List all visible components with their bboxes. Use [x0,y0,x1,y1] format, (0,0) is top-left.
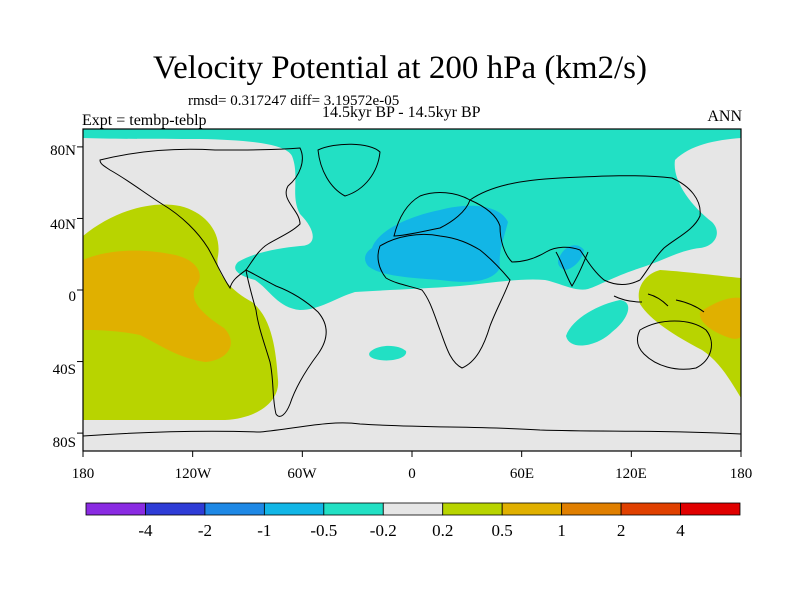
color-legend: -4 -2 -1 -0.5 -0.2 0.2 0.5 1 2 4 [85,502,741,540]
season-label: ANN [707,108,742,125]
x-tick-label-120e: 120E [615,466,647,482]
coastlines [83,143,741,437]
y-tick-label-40s: 40S [53,362,76,378]
y-tick-label-80s: 80S [53,435,76,451]
map-title: Velocity Potential at 200 hPa (km2/s) [152,50,648,86]
coastline-south-america [245,269,327,417]
x-ticks [82,451,742,457]
contour-region-neg-0-5 [365,205,508,282]
rmsd-label: rmsd= 0.317247 diff= 3.19572e-05 [188,93,400,109]
period-label: 14.5kyr BP - 14.5kyr BP [322,104,481,121]
coastline-antarctica [83,422,741,437]
y-ticks [77,146,83,434]
legend-swatch [620,502,681,516]
contour-region-pos-0-5-east-pacific [83,250,231,362]
y-tick-label-40n: 40N [50,217,76,233]
x-tick-label-60e: 60E [510,466,534,482]
legend-label: 0.2 [432,521,453,540]
legend-swatch [561,502,622,516]
x-tick-label-60w: 60W [287,466,317,482]
coastline-africa-europe [377,233,511,369]
legend-label: 1 [557,521,566,540]
coastline-asia [468,175,701,285]
legend-label: -4 [138,521,153,540]
contour-region-neg-0-2-indian-ocean [566,300,629,346]
coastline-north-america [99,147,303,290]
legend-swatch [501,502,563,516]
legend-label: 4 [676,521,685,540]
legend-label: -2 [198,521,212,540]
x-tick-label-120w: 120W [175,466,213,482]
coastline-greenland [317,143,381,197]
contour-region-neg-0-2-band [83,129,741,137]
legend-swatch [263,502,325,516]
legend-label: -1 [257,521,271,540]
x-tick-label-180w: 180 [72,466,95,482]
y-tick-label-80n: 80N [50,143,76,159]
contour-region-neg-0-5-india [558,245,584,270]
contour-region-neg-0-2-south-atlantic [369,345,407,361]
x-tick-label-0: 0 [408,466,416,482]
x-tick-label-180e: 180 [730,466,753,482]
legend-label: -0.2 [370,521,397,540]
y-tick-label-0: 0 [69,289,77,305]
legend-label: -0.5 [310,521,337,540]
legend-swatch [323,502,384,516]
legend-swatch [680,502,741,516]
legend-label: 0.5 [492,521,513,540]
legend-swatch [85,502,146,516]
map-panel [83,129,741,451]
legend-swatch [204,502,265,516]
legend-swatch [145,502,206,516]
experiment-label: Expt = tembp-teblp [82,112,207,129]
contour-region-pos-0-5-west-pacific [699,297,741,339]
legend-swatch [442,502,503,516]
coastline-india [555,251,589,287]
legend-swatch [382,502,444,516]
coastline-maritime-islands [613,293,705,313]
coastline-australia [636,320,712,370]
legend-label: 2 [617,521,626,540]
